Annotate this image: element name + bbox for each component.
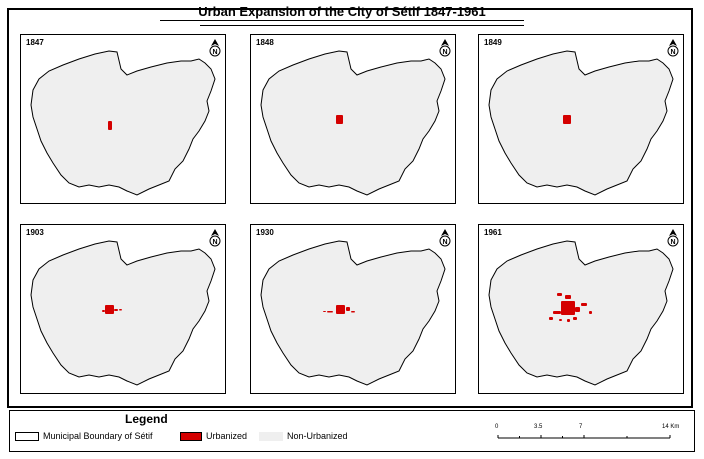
legend-item-label: Urbanized	[206, 431, 248, 441]
panel-year: 1930	[256, 228, 274, 237]
urban-patch	[561, 301, 575, 315]
north-arrow-icon: N	[667, 39, 679, 57]
urban-patch	[549, 317, 553, 320]
map-panel-1961: 1961 N	[478, 224, 684, 394]
urban-patch	[105, 305, 114, 314]
urban-patch	[336, 115, 343, 124]
north-arrow-icon: N	[209, 39, 221, 57]
panel-year: 1849	[484, 38, 502, 47]
scale-tick-14: 14 Km	[662, 424, 680, 430]
legend-item-non-urbanized: Non-Urbanized	[259, 430, 348, 442]
map-panel-1849: 1849 N	[478, 34, 684, 204]
municipality-map	[488, 50, 674, 196]
urban-patch	[346, 307, 350, 311]
scale-tick-3-5: 3.5	[534, 424, 543, 430]
legend-title: Legend	[125, 412, 168, 426]
municipal-boundary	[260, 50, 446, 196]
urban-patch	[323, 311, 326, 312]
map-panel-1930: 1930 N	[250, 224, 456, 394]
municipal-boundary	[488, 240, 674, 386]
urbanized-swatch	[180, 431, 202, 441]
legend-item-urbanized: Urbanized	[180, 430, 247, 442]
legend-item-label: Non-Urbanized	[287, 431, 348, 441]
svg-text:N: N	[442, 49, 447, 56]
urban-patch	[102, 310, 105, 312]
map-panel-1903: 1903 N	[20, 224, 226, 394]
legend-item-label: Municipal Boundary of Sétif	[43, 431, 153, 441]
urban-patch	[327, 311, 333, 313]
title-underline-2	[200, 25, 524, 26]
scale-tick-0: 0	[495, 424, 499, 430]
map-title: Urban Expansion of the City of Sétif 184…	[198, 4, 486, 19]
urban-patch	[557, 293, 562, 296]
svg-text:N: N	[670, 239, 675, 246]
urban-patch	[563, 115, 571, 124]
urban-patch	[336, 305, 345, 314]
urban-patch	[351, 311, 355, 313]
urban-patch	[589, 311, 592, 314]
urban-patch	[565, 295, 571, 299]
urban-patch	[119, 309, 122, 311]
municipal-boundary	[30, 240, 216, 386]
municipality-map	[260, 240, 446, 386]
north-arrow-icon: N	[439, 229, 451, 247]
legend-box	[9, 410, 695, 452]
scale-tick-7: 7	[579, 424, 583, 430]
panel-year: 1903	[26, 228, 44, 237]
urban-patch	[575, 307, 580, 312]
municipal-boundary	[30, 50, 216, 196]
urban-patch	[114, 309, 118, 311]
map-panel-1847: 1847 N	[20, 34, 226, 204]
municipality-map	[260, 50, 446, 196]
title-underline	[160, 20, 524, 21]
urban-patch	[559, 319, 562, 321]
urban-patch	[567, 319, 570, 322]
non-urbanized-swatch	[259, 431, 283, 441]
north-arrow-icon: N	[439, 39, 451, 57]
boundary-swatch	[15, 431, 39, 441]
municipality-map	[30, 50, 216, 196]
urban-patch	[573, 317, 577, 320]
svg-text:N: N	[670, 49, 675, 56]
svg-text:N: N	[212, 49, 217, 56]
svg-text:N: N	[442, 239, 447, 246]
municipal-boundary	[260, 240, 446, 386]
legend-item-boundary: Municipal Boundary of Sétif	[15, 430, 153, 442]
map-panel-1848: 1848 N	[250, 34, 456, 204]
scale-bar-graphic	[497, 435, 671, 439]
municipal-boundary	[488, 50, 674, 196]
municipality-map	[488, 240, 674, 386]
svg-text:N: N	[212, 239, 217, 246]
urban-patch	[553, 311, 561, 314]
north-arrow-icon: N	[667, 229, 679, 247]
urban-patch	[108, 121, 112, 130]
panel-year: 1847	[26, 38, 44, 47]
north-arrow-icon: N	[209, 229, 221, 247]
municipality-map	[30, 240, 216, 386]
panel-year: 1848	[256, 38, 274, 47]
urban-patch	[581, 303, 587, 306]
panel-year: 1961	[484, 228, 502, 237]
